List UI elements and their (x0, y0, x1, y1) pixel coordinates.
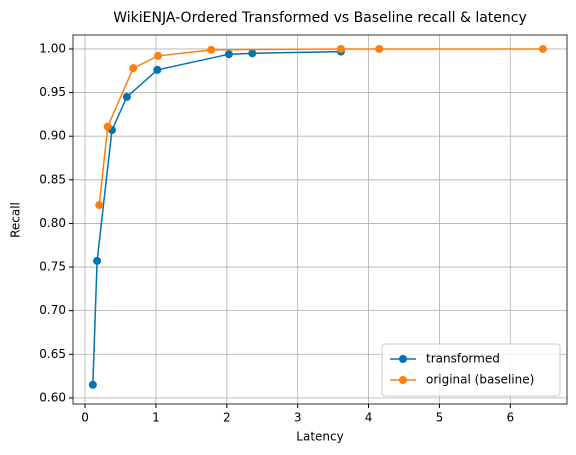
x-tick-label: 4 (365, 411, 373, 425)
legend-marker (399, 376, 407, 384)
chart-title: WikiENJA-Ordered Transformed vs Baseline… (113, 10, 527, 26)
y-tick-label: 1.00 (39, 41, 66, 55)
point (122, 92, 131, 101)
y-tick-label: 0.65 (39, 347, 66, 361)
x-tick-label: 1 (152, 411, 160, 425)
y-axis-label: Recall (9, 202, 23, 238)
legend-box (381, 343, 561, 397)
series-line (98, 48, 543, 206)
y-tick-label: 0.75 (39, 260, 66, 274)
point (207, 45, 216, 54)
point (88, 380, 97, 389)
y-tick-label: 0.80 (39, 216, 66, 230)
y-tick-label: 0.90 (39, 129, 66, 143)
plot-frame (72, 34, 568, 405)
x-tick-label: 3 (294, 411, 302, 425)
point (375, 44, 384, 53)
x-tick-label: 2 (223, 411, 231, 425)
point (153, 65, 162, 74)
y-tick-label: 0.85 (39, 172, 66, 186)
point (154, 51, 163, 60)
y-tick-label: 0.70 (39, 303, 66, 317)
point (103, 122, 112, 131)
series-line (92, 50, 341, 385)
point (248, 49, 257, 58)
point (95, 201, 104, 210)
y-tick-label: 0.95 (39, 85, 66, 99)
point (538, 44, 547, 53)
legend-marker (399, 355, 407, 363)
x-axis-label: Latency (296, 430, 343, 444)
point (93, 256, 102, 265)
point (224, 50, 233, 59)
legend-label: transformed (426, 352, 500, 366)
x-tick-label: 6 (506, 411, 514, 425)
point (129, 64, 138, 73)
x-tick-label: 0 (81, 411, 89, 425)
x-tick-label: 5 (436, 411, 444, 425)
y-tick-label: 0.60 (39, 390, 66, 404)
legend-label: original (baseline) (426, 373, 534, 387)
point (336, 44, 345, 53)
